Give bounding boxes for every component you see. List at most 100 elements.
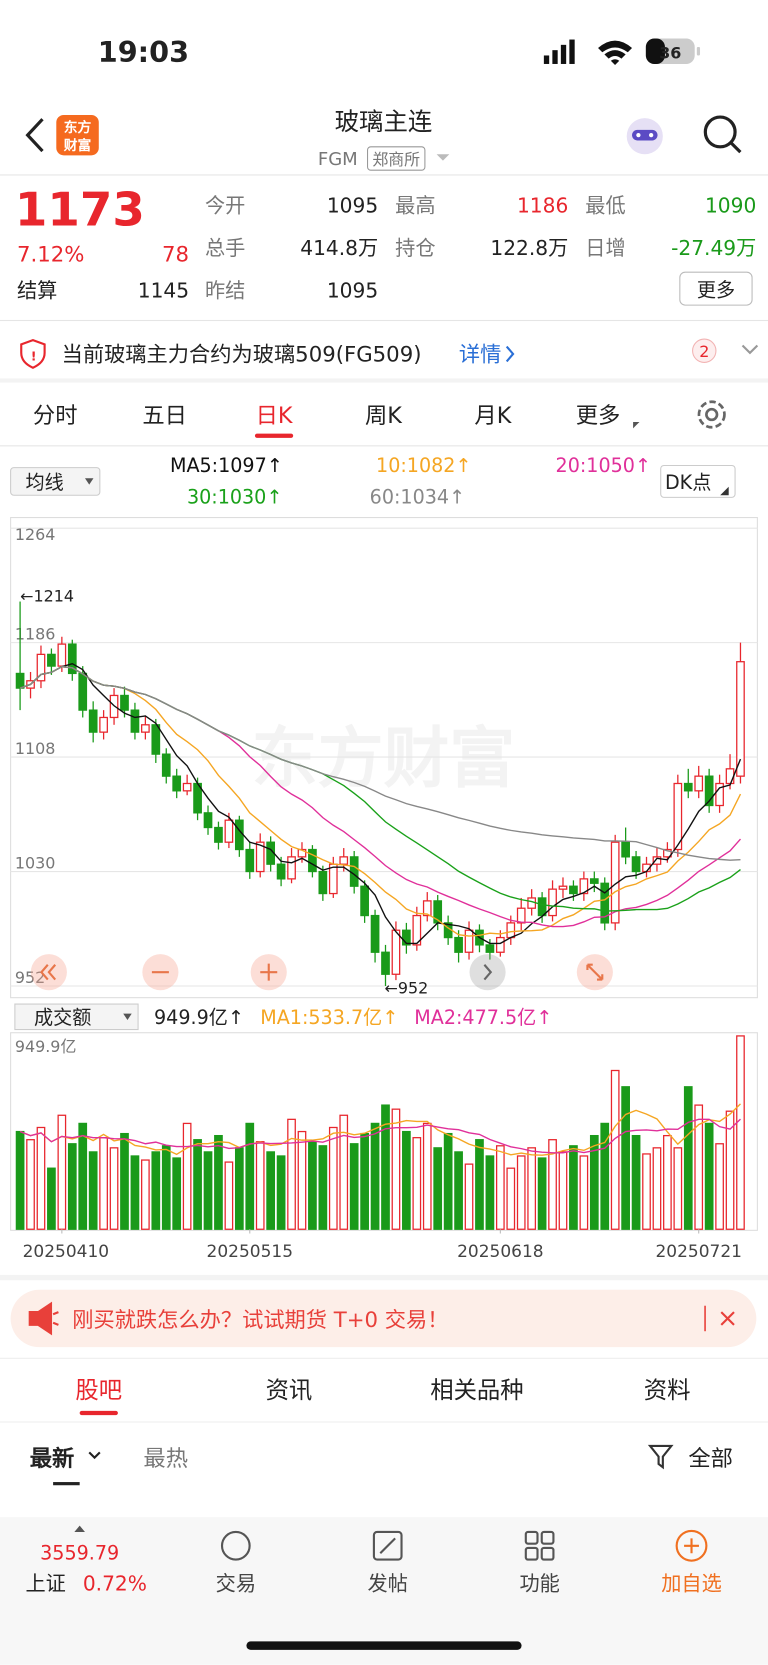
dropdown-arrow[interactable] (436, 154, 450, 161)
candle-body (161, 753, 171, 777)
field-value: -27.49万 (671, 236, 756, 260)
candle-body (715, 782, 724, 807)
volume-bar (328, 1126, 338, 1230)
bottom-item[interactable]: 交易 (216, 1571, 256, 1595)
candle-body (88, 709, 98, 733)
settings-icon[interactable] (697, 400, 726, 429)
volume-bar (151, 1151, 161, 1230)
divider (0, 1421, 768, 1423)
code: FGM (318, 149, 358, 170)
candle-body (47, 653, 56, 667)
ma-line (19, 665, 741, 861)
volume-bar (276, 1155, 286, 1230)
volume-selector[interactable] (14, 1003, 139, 1031)
filter-arrow (88, 1451, 101, 1460)
index-name: 上证 (25, 1571, 65, 1595)
candle-body (464, 929, 474, 953)
volume-bar (360, 1132, 369, 1230)
megaphone-icon (28, 1301, 59, 1336)
bottom-bar (0, 1517, 768, 1665)
logo-text: 东方 (64, 119, 92, 136)
candle-body (694, 775, 704, 792)
candle-body (527, 897, 537, 909)
search-icon[interactable] (703, 115, 742, 154)
volume-bar (610, 1069, 620, 1230)
section-tab[interactable]: 相关品种 (430, 1376, 523, 1404)
volume-bar (495, 1145, 505, 1230)
candle-body (245, 848, 255, 873)
filter-hot[interactable]: 最热 (143, 1446, 188, 1472)
section-tab[interactable]: 股吧 (75, 1376, 122, 1404)
candle-body (276, 863, 286, 880)
volume-bar (120, 1132, 129, 1230)
candle-body (391, 929, 401, 975)
status-icons (543, 38, 701, 66)
annotation-low: ←952 (385, 978, 429, 997)
filter-indicator (53, 1482, 80, 1486)
candle-body (454, 936, 463, 953)
logo-text: 财富 (64, 137, 92, 154)
candle-body (120, 694, 129, 711)
section-tab[interactable]: 资讯 (266, 1376, 313, 1404)
volume-bar (412, 1137, 422, 1230)
volume-bar (516, 1155, 526, 1230)
tab[interactable]: 日K (256, 403, 294, 429)
field-label: 总手 (205, 236, 245, 260)
volume-bar (736, 1035, 745, 1230)
logo[interactable] (56, 114, 99, 156)
filter-latest[interactable]: 最新 (30, 1445, 75, 1472)
index-value[interactable]: 3559.79 (40, 1542, 119, 1565)
volume-bar (318, 1145, 328, 1230)
candle-body (78, 672, 88, 711)
more-button[interactable] (679, 271, 753, 306)
volume-tick-label: 949.9亿 (15, 1037, 77, 1056)
assistant-icon[interactable] (626, 118, 663, 155)
expand-icon[interactable] (741, 344, 759, 355)
notice-link[interactable]: 详情 (459, 342, 501, 367)
candle-body (579, 878, 589, 895)
filter-icon[interactable] (647, 1444, 674, 1470)
bottom-item[interactable]: 功能 (519, 1571, 559, 1595)
volume-bar (47, 1167, 56, 1230)
ad-banner[interactable] (10, 1289, 757, 1348)
volume-bar (266, 1151, 276, 1230)
candle-body (339, 856, 349, 865)
volume-bar (109, 1147, 119, 1230)
field-label: 昨结 (205, 279, 245, 303)
field-label: 今开 (205, 194, 245, 218)
bottom-item[interactable]: 发帖 (368, 1571, 408, 1595)
y-tick-label: 952 (15, 968, 45, 987)
volume-bar (26, 1139, 35, 1230)
tab-indicator (254, 433, 294, 438)
volume-bar (339, 1114, 349, 1230)
tab[interactable]: 周K (365, 403, 403, 429)
candle-body (360, 885, 369, 917)
divider (0, 1357, 768, 1359)
candle-body (412, 914, 422, 946)
back-button[interactable] (25, 118, 44, 153)
volume-bar (349, 1143, 359, 1230)
volume-bar (454, 1151, 463, 1230)
volume-bar (537, 1157, 547, 1230)
ma-selector[interactable] (10, 467, 101, 496)
tab[interactable]: 更多 (576, 403, 621, 429)
y-tick-label: 1264 (15, 525, 56, 544)
price: 1173 (15, 183, 145, 237)
ma-legend: 10:1082↑ (376, 454, 471, 477)
candle-body (349, 856, 359, 887)
section-tab[interactable]: 资料 (644, 1376, 691, 1404)
candle-body (67, 643, 77, 675)
volume-bar (370, 1122, 380, 1230)
divider (0, 1274, 768, 1281)
filter-all[interactable]: 全部 (688, 1446, 733, 1472)
tab[interactable]: 月K (474, 403, 512, 429)
candle-body (402, 929, 411, 946)
y-tick-label: 1108 (15, 739, 56, 758)
volume-bar (663, 1134, 672, 1230)
ad-close[interactable] (720, 1311, 735, 1326)
tab[interactable]: 分时 (33, 403, 78, 429)
bottom-item[interactable]: 加自选 (661, 1571, 722, 1595)
dk-button[interactable] (660, 464, 736, 498)
tab[interactable]: 五日 (142, 403, 187, 429)
